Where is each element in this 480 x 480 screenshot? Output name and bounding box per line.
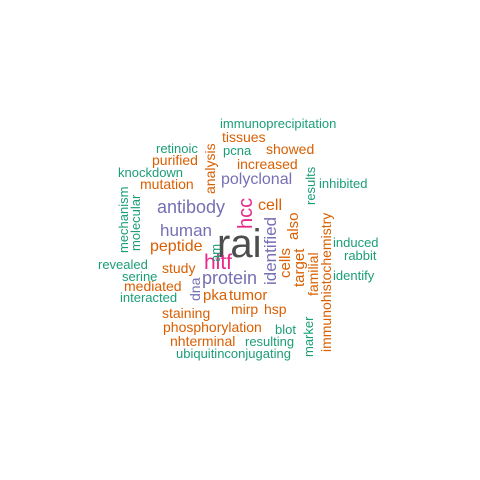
word-identify: identify — [333, 268, 375, 283]
word-hltf: hltf — [204, 251, 233, 274]
word-pka: pka — [203, 287, 228, 304]
word-staining: staining — [162, 305, 211, 321]
word-mutation: mutation — [140, 176, 194, 192]
word-hcc: hcc — [235, 197, 257, 229]
word-also: also — [285, 212, 302, 240]
word-ubiquitinconjugating: ubiquitinconjugating — [176, 346, 291, 361]
word-mirp: mirp — [231, 301, 259, 317]
word-polyclonal: polyclonal — [221, 171, 293, 188]
word-immunoprecipitation: immunoprecipitation — [220, 116, 337, 131]
word-peptide: peptide — [150, 238, 203, 255]
word-marker: marker — [301, 316, 316, 357]
word-protein: protein — [202, 268, 258, 288]
word-interacted: interacted — [120, 290, 178, 305]
word-cell: cell — [258, 197, 283, 214]
word-retinoic: retinoic — [156, 141, 198, 156]
word-purified: purified — [152, 152, 198, 168]
word-immunohistochemistry: immunohistochemistry — [318, 212, 334, 352]
word-induced: induced — [333, 235, 379, 250]
word-rabbit: rabbit — [344, 248, 377, 263]
word-am: am — [208, 243, 223, 262]
word-blot: blot — [275, 322, 296, 337]
word-rai: rai — [217, 222, 262, 266]
word-hsp: hsp — [264, 301, 287, 317]
word-antibody: antibody — [157, 197, 226, 217]
word-serine: serine — [122, 269, 158, 284]
word-nhterminal: nhterminal — [170, 333, 236, 349]
word-tumor: tumor — [229, 287, 268, 304]
word-increased: increased — [237, 156, 298, 172]
word-analysis: analysis — [202, 143, 218, 194]
word-inhibited: inhibited — [319, 176, 368, 191]
word-resulting: resulting — [245, 334, 295, 349]
word-results: results — [303, 166, 318, 205]
word-knockdown: knockdown — [118, 165, 184, 180]
word-dna: dna — [187, 277, 203, 301]
word-human: human — [160, 221, 212, 240]
word-phosphorylation: phosphorylation — [163, 319, 262, 335]
word-showed: showed — [266, 141, 315, 157]
word-revealed: revealed — [98, 257, 148, 272]
word-molecular: molecular — [128, 194, 143, 251]
word-study: study — [162, 260, 196, 276]
word-mediated: mediated — [124, 278, 182, 294]
word-tissues: tissues — [222, 129, 266, 145]
word-pcna: pcna — [223, 143, 252, 158]
